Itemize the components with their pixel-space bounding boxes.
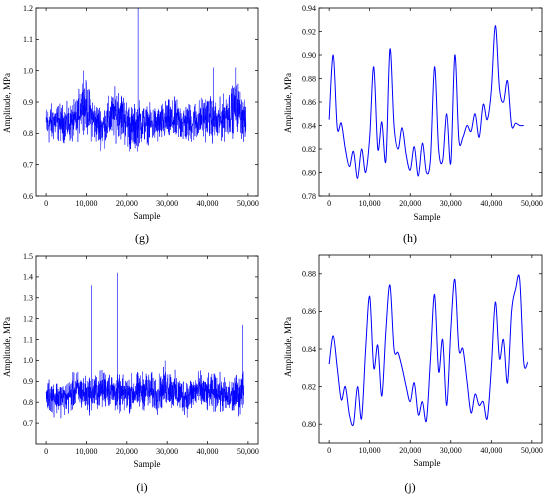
panel-h: 0 10,000 20,000 30,000 40,000 50,000 0.78 0.80 0…	[283, 4, 543, 245]
x-tick-label: 0	[327, 199, 331, 208]
y-tick-label: 0.7	[23, 419, 33, 428]
y-tick-label: 0.86	[302, 98, 316, 107]
y-tick-label: 0.84	[302, 345, 316, 354]
panel-g: 0 10,000 20,000 30,000 40,000 50,000 0.6 0.7 0.8…	[2, 4, 259, 245]
plot-frame	[35, 7, 259, 197]
y-tick-label: 1.4	[23, 273, 33, 282]
x-axis-label: Sample	[414, 212, 441, 222]
x-tick-label: 50,000	[237, 447, 259, 456]
y-tick-label: 1.5	[23, 252, 33, 261]
x-tick-label: 50,000	[521, 446, 543, 455]
series-line	[328, 274, 529, 427]
series-signal	[45, 79, 247, 152]
x-tick-label: 20,000	[399, 199, 421, 208]
y-tick-label: 0.7	[23, 160, 33, 169]
x-tick-label: 40,000	[480, 199, 502, 208]
y-tick-label: 0.86	[302, 307, 316, 316]
y-tick-label: 0.88	[302, 74, 316, 83]
y-axis-label: Amplitude, MPa	[2, 317, 12, 377]
plot-area-i: 0 10,000 20,000 30,000 40,000 50,000 0.7 0.8 0.9…	[23, 252, 259, 456]
y-tick-label: 0.80	[302, 420, 316, 429]
x-tick-label: 30,000	[440, 446, 462, 455]
x-tick-label: 50,000	[521, 199, 543, 208]
plot-area-j: 0 10,000 20,000 30,000 40,000 50,000 0.80 0.82 0…	[302, 254, 543, 455]
x-axis-label: Sample	[134, 459, 161, 469]
y-tick-label: 1.2	[23, 4, 33, 13]
y-tick-label: 0.88	[302, 270, 316, 279]
y-tick-label: 1.1	[23, 335, 33, 344]
x-tick-label: 20,000	[116, 447, 138, 456]
x-tick-label: 10,000	[75, 199, 97, 208]
x-tick-label: 40,000	[480, 446, 502, 455]
x-tick-label: 40,000	[197, 199, 219, 208]
y-tick-label: 0.9	[23, 377, 33, 386]
x-tick-label: 30,000	[156, 199, 178, 208]
panel-caption: (j)	[404, 480, 415, 494]
x-tick-label: 0	[44, 447, 48, 456]
y-tick-label: 0.94	[302, 4, 316, 13]
x-tick-label: 40,000	[197, 447, 219, 456]
x-tick-label: 30,000	[440, 199, 462, 208]
series-group	[328, 25, 524, 179]
series-signal	[45, 366, 245, 419]
x-tick-label: 50,000	[237, 199, 259, 208]
panel-j: 0 10,000 20,000 30,000 40,000 50,000 0.80 0.82 0…	[283, 254, 543, 494]
y-tick-label: 1.0	[23, 356, 33, 365]
x-tick-label: 10,000	[359, 199, 381, 208]
x-tick-label: 20,000	[399, 446, 421, 455]
y-axis-label: Amplitude, MPa	[283, 317, 293, 377]
plot-frame	[318, 254, 543, 444]
x-tick-label: 30,000	[156, 447, 178, 456]
y-tick-label: 0.9	[23, 98, 33, 107]
y-tick-label: 1.3	[23, 294, 33, 303]
y-tick-label: 1.0	[23, 66, 33, 75]
plot-frame	[318, 7, 543, 197]
x-tick-label: 20,000	[116, 199, 138, 208]
y-tick-label: 1.1	[23, 35, 33, 44]
x-axis-label: Sample	[134, 211, 161, 221]
x-axis-label: Sample	[414, 458, 441, 468]
y-axis-label: Amplitude, MPa	[283, 73, 293, 133]
series-group	[328, 274, 529, 427]
panel-caption: (g)	[135, 231, 149, 245]
y-tick-label: 0.8	[23, 398, 33, 407]
y-tick-label: 0.82	[302, 145, 316, 154]
x-tick-label: 0	[327, 446, 331, 455]
x-tick-label: 10,000	[359, 446, 381, 455]
x-tick-label: 0	[44, 199, 48, 208]
y-tick-label: 0.82	[302, 382, 316, 391]
series-group	[45, 8, 247, 152]
panel-i: 0 10,000 20,000 30,000 40,000 50,000 0.7 0.8 0.9…	[2, 252, 259, 494]
y-tick-label: 0.8	[23, 129, 33, 138]
y-tick-label: 0.90	[302, 51, 316, 60]
panel-caption: (h)	[403, 231, 417, 245]
series-line	[328, 25, 524, 179]
x-tick-label: 10,000	[75, 447, 97, 456]
y-tick-label: 0.78	[302, 192, 316, 201]
series-group	[45, 272, 245, 419]
plot-area-h: 0 10,000 20,000 30,000 40,000 50,000 0.78 0.80 0…	[302, 4, 543, 208]
y-axis-label: Amplitude, MPa	[2, 73, 12, 133]
y-tick-label: 1.2	[23, 314, 33, 323]
panel-caption: (i)	[136, 480, 147, 494]
y-tick-label: 0.92	[302, 27, 316, 36]
plot-frame	[35, 255, 259, 445]
plot-area-g: 0 10,000 20,000 30,000 40,000 50,000 0.6 0.7 0.8…	[23, 4, 259, 208]
y-tick-label: 0.84	[302, 121, 316, 130]
y-tick-label: 0.6	[23, 192, 33, 201]
y-tick-label: 0.80	[302, 168, 316, 177]
